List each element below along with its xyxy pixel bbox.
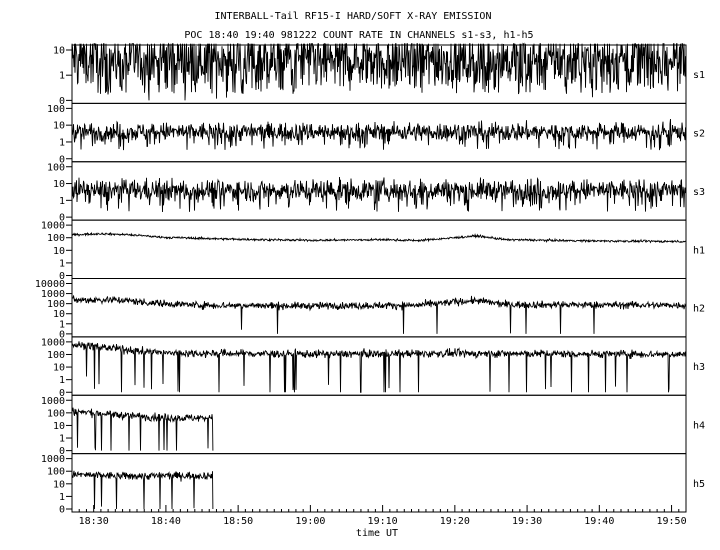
channel-label-h1: h1 [693, 245, 705, 256]
x-tick-label: 19:40 [584, 516, 614, 527]
series-line-h1 [71, 231, 687, 244]
y-tick-label-h4: 1000 [41, 396, 65, 407]
panel-frame-h5 [71, 453, 687, 513]
channel-label-h3: h3 [693, 362, 705, 373]
y-tick-label-h5: 0 [59, 505, 65, 516]
panel-frame-h1 [71, 219, 687, 279]
y-tick-label-h2: 1 [59, 319, 65, 330]
series-line-h3 [71, 341, 687, 393]
y-tick-label-h1: 0 [59, 271, 65, 282]
y-tick-label-s3: 100 [47, 162, 65, 173]
x-axis: 18:30 18:40 18:50 19:00 19:10 19:20 19:30 19:40… [71, 505, 687, 527]
series-line-s3 [71, 176, 687, 213]
y-tick-label-h4: 0 [59, 446, 65, 457]
y-tick-label-h3: 1000 [41, 337, 65, 348]
y-tick-label-s2: 10 [53, 121, 65, 132]
y-tick-label-h2: 1000 [41, 289, 65, 300]
y-tick-label-s3: 1 [59, 196, 65, 207]
channel-label-h4: h4 [693, 420, 705, 431]
channel-label-s1: s1 [693, 70, 705, 81]
y-tick-label-h4: 10 [53, 421, 65, 432]
y-tick-label-h4: 1 [59, 434, 65, 445]
y-tick-label-s2: 100 [47, 104, 65, 115]
x-axis-label: time UT [356, 528, 398, 539]
y-tick-label-h1: 1000 [41, 221, 65, 232]
y-tick-label-h1: 100 [47, 233, 65, 244]
y-tick-label-h3: 100 [47, 350, 65, 361]
channel-label-h2: h2 [693, 304, 705, 315]
y-tick-label-s1: 1 [59, 71, 65, 82]
x-tick-label: 19:00 [295, 516, 325, 527]
x-tick-label: 19:30 [512, 516, 542, 527]
x-tick-label: 19:20 [440, 516, 470, 527]
x-tick-label: 18:50 [223, 516, 253, 527]
series-line-h5 [71, 470, 214, 510]
series-line-s1 [71, 42, 687, 101]
y-tick-label-h5: 10 [53, 479, 65, 490]
y-tick-label-h1: 1 [59, 258, 65, 269]
x-tick-label: 19:50 [656, 516, 686, 527]
x-tick-label: 18:40 [151, 516, 181, 527]
series-line-s2 [71, 118, 687, 151]
y-tick-label-s2: 1 [59, 137, 65, 148]
y-tick-label-h1: 10 [53, 246, 65, 257]
x-tick-label: 19:10 [368, 516, 398, 527]
chart-title: INTERBALL-Tail RF15-I HARD/SOFT X-RAY EM… [215, 11, 492, 22]
y-tick-label-s3: 0 [59, 213, 65, 224]
y-tick-label-s3: 10 [53, 179, 65, 190]
y-tick-label-h2: 10000 [35, 279, 65, 290]
y-tick-label-h5: 1000 [41, 454, 65, 465]
y-tick-label-h4: 100 [47, 408, 65, 419]
y-tick-label-h3: 1 [59, 375, 65, 386]
channel-label-s3: s3 [693, 187, 705, 198]
panel-frame-h3 [71, 336, 687, 396]
series-line-h2 [72, 295, 687, 334]
y-tick-label-s2: 0 [59, 154, 65, 165]
y-tick-label-h2: 0 [59, 329, 65, 340]
y-tick-label-h5: 100 [47, 467, 65, 478]
series-line-h4 [71, 407, 214, 451]
y-tick-label-s1: 10 [53, 46, 65, 57]
y-tick-label-h2: 10 [53, 309, 65, 320]
y-tick-label-h3: 10 [53, 363, 65, 374]
channel-label-h5: h5 [693, 479, 705, 490]
y-tick-label-h3: 0 [59, 388, 65, 399]
y-tick-label-s1: 0 [59, 96, 65, 107]
x-tick-label: 18:30 [79, 516, 109, 527]
panels-group: 1010s11001010s21001010s310001001010h1100… [35, 42, 705, 516]
chart-subtitle: POC 18:40 19:40 981222 COUNT RATE IN CHA… [184, 30, 533, 41]
channel-label-s2: s2 [693, 129, 705, 140]
y-tick-label-h5: 1 [59, 492, 65, 503]
y-tick-label-h2: 100 [47, 299, 65, 310]
